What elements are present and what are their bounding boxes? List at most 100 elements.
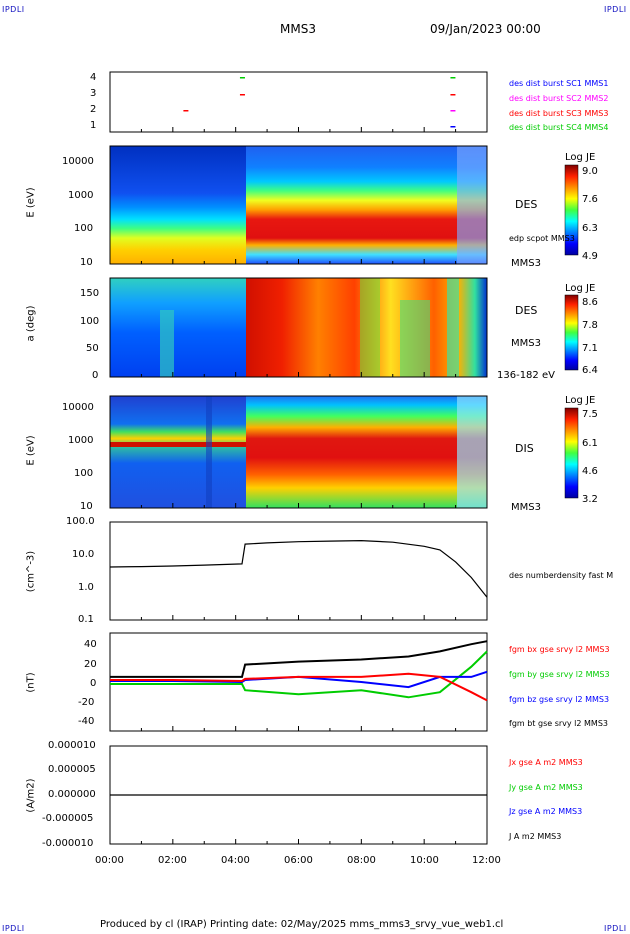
des-energy-right-label: DES [515, 198, 538, 211]
des-energy-y-tick: 10 [80, 257, 93, 268]
density-y-tick: 10.0 [72, 549, 95, 560]
bfield-legend-bz: fgm bz gse srvy l2 MMS3 [509, 695, 610, 704]
des-pitch-cbar-tick: 7.1 [582, 343, 598, 354]
dis-right-bottom: MMS3 [511, 502, 541, 513]
des-energy-cbar-tick: 7.6 [582, 194, 598, 205]
dis-energy-panel [109, 395, 579, 509]
bfield-panel [109, 632, 488, 732]
density-y-tick: 0.1 [78, 614, 94, 625]
current-legend-jy: Jy gse A m2 MMS3 [509, 783, 583, 792]
current-y-tick: 0.000000 [48, 789, 96, 800]
dis-cbar-title: Log JE [565, 395, 596, 406]
des-energy-panel [109, 145, 579, 265]
x-tick-label: 12:00 [472, 855, 501, 866]
current-y-tick: 0.000010 [48, 740, 96, 751]
des-pitch-cbar-tick: 7.8 [582, 320, 598, 331]
bfield-y-tick: 40 [84, 639, 97, 650]
des-pitch-right-bottom: 136-182 eV [497, 370, 555, 381]
burst-legend-mms4: des dist burst SC4 MMS4 [509, 123, 609, 132]
des-pitch-y-tick: 50 [86, 343, 99, 354]
dis-cbar-tick: 7.5 [582, 409, 598, 420]
des-pitch-y-tick: 150 [80, 288, 100, 299]
burst-mark [450, 94, 456, 96]
x-tick-label: 10:00 [410, 855, 439, 866]
bfield-series-line [110, 640, 488, 678]
bfield-y-tick: 20 [84, 659, 97, 670]
des-pitch-cbar-title: Log JE [565, 283, 596, 294]
current-legend-j: J A m2 MMS3 [509, 832, 562, 841]
dis-colorbar [564, 407, 579, 499]
des-energy-right-bottom: MMS3 [511, 258, 541, 269]
des-pitch-cbar-tick: 6.4 [582, 365, 598, 376]
des-energy-y-tick: 100 [74, 223, 94, 234]
burst-mark [239, 94, 245, 96]
des-energy-cbar-tick: 9.0 [582, 166, 598, 177]
burst-mark [183, 110, 189, 112]
burst-legend-mms1: des dist burst SC1 MMS1 [509, 79, 609, 88]
des-energy-y-tick: 10000 [62, 156, 94, 167]
density-y-tick: 100.0 [66, 516, 95, 527]
corner-label-top-left: IPDLI [2, 5, 25, 14]
corner-label-bottom-right: IPDLI [604, 924, 627, 933]
des-pitch-ylabel: a (deg) [25, 305, 37, 342]
dis-y-tick: 100 [74, 468, 94, 479]
des-pitch-cbar-tick: 8.6 [582, 297, 598, 308]
bfield-legend-bx: fgm bx gse srvy l2 MMS3 [509, 645, 610, 654]
burst-y-tick: 1 [90, 120, 97, 131]
burst-panel [109, 71, 488, 133]
x-tick-label: 08:00 [347, 855, 376, 866]
density-series-line [109, 539, 488, 598]
burst-mark [450, 77, 456, 79]
burst-mark [450, 126, 456, 128]
x-tick-label: 04:00 [221, 855, 250, 866]
bfield-series-line [110, 672, 488, 702]
des-pitch-panel [109, 277, 579, 378]
current-y-tick: 0.000005 [48, 764, 96, 775]
mission-title: MMS3 [280, 22, 316, 36]
density-panel [109, 521, 488, 621]
des-pitch-right-sub: MMS3 [511, 338, 541, 349]
des-energy-right-sub: edp scpot MMS3 [509, 234, 575, 243]
burst-mark [239, 77, 245, 79]
des-pitch-y-tick: 0 [92, 370, 99, 381]
burst-legend-mms3: des dist burst SC3 MMS3 [509, 109, 609, 118]
corner-label-bottom-left: IPDLI [2, 924, 25, 933]
dis-cbar-tick: 6.1 [582, 438, 598, 449]
dis-y-tick: 10000 [62, 402, 94, 413]
burst-legend-mms2: des dist burst SC2 MMS2 [509, 94, 609, 103]
des-energy-cbar-tick: 6.3 [582, 223, 598, 234]
dis-cbar-tick: 3.2 [582, 494, 598, 505]
burst-y-tick: 3 [90, 88, 97, 99]
des-energy-cbar-title: Log JE [565, 152, 596, 163]
x-tick-label: 00:00 [95, 855, 124, 866]
des-energy-colorbar [564, 164, 579, 256]
dis-y-tick: 10 [80, 501, 93, 512]
dis-y-tick: 1000 [68, 435, 94, 446]
bfield-series-line [110, 650, 488, 699]
bfield-y-tick: 0 [90, 678, 97, 689]
bfield-legend-by: fgm by gse srvy l2 MMS3 [509, 670, 610, 679]
density-ylabel: (cm^-3) [25, 550, 37, 593]
bfield-legend-bt: fgm bt gse srvy l2 MMS3 [509, 719, 608, 728]
dis-ylabel: E (eV) [25, 435, 37, 466]
des-energy-cbar-tick: 4.9 [582, 251, 598, 262]
burst-y-tick: 2 [90, 104, 97, 115]
des-pitch-right-label: DES [515, 304, 538, 317]
corner-label-top-right: IPDLI [604, 5, 627, 14]
current-legend-jx: Jx gse A m2 MMS3 [509, 758, 583, 767]
des-pitch-colorbar [564, 294, 579, 371]
current-panel [109, 745, 488, 845]
density-y-tick: 1.0 [78, 582, 94, 593]
bfield-y-tick: -20 [78, 697, 95, 708]
burst-mark [450, 110, 456, 112]
date-title: 09/Jan/2023 00:00 [430, 22, 541, 36]
dis-right-label: DIS [515, 442, 534, 455]
current-ylabel: (A/m2) [25, 778, 37, 813]
density-legend: des numberdensity fast M [509, 571, 614, 580]
dis-cbar-tick: 4.6 [582, 466, 598, 477]
des-energy-y-tick: 1000 [68, 190, 94, 201]
current-y-tick: -0.000010 [42, 838, 94, 849]
x-tick-label: 06:00 [284, 855, 313, 866]
burst-y-tick: 4 [90, 72, 97, 83]
